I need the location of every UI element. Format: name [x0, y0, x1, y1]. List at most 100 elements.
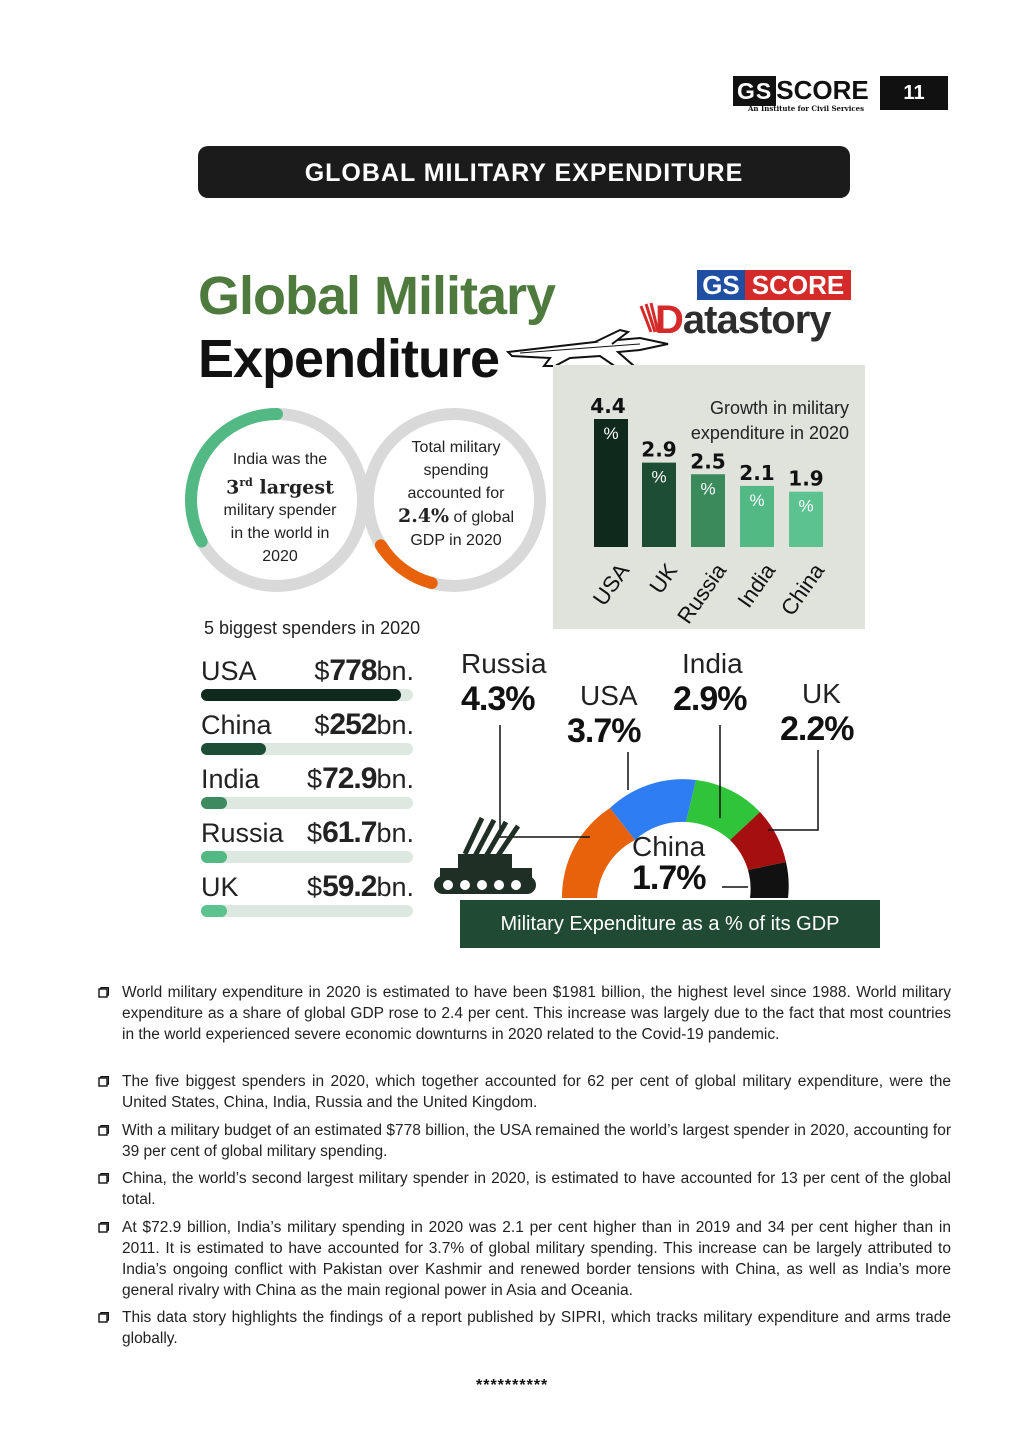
bullet-item: The five biggest spenders in 2020, which…	[98, 1071, 951, 1113]
spender-unit: bn.	[376, 764, 414, 794]
logo-tagline: An Institute for Civil Services	[748, 104, 865, 113]
bullet-icon	[98, 1125, 109, 1136]
spender-bar-track	[201, 851, 413, 863]
growth-bar-value-label: 2.1	[739, 461, 774, 485]
bullet-text: The five biggest spenders in 2020, which…	[122, 1073, 951, 1111]
circle2-line2: spending	[423, 462, 489, 479]
spender-name: UK	[201, 872, 239, 902]
spender-amount-value: 59.2	[322, 870, 377, 903]
datastory-wordmark: Datastory	[655, 298, 832, 343]
logo-score: SCORE	[776, 75, 869, 105]
circle1-line1: India was the	[232, 451, 328, 468]
india-rank-ring-progress	[185, 408, 369, 592]
gs-score-logo: GS SCORE	[733, 76, 870, 112]
spender-amount-value: 61.7	[322, 816, 377, 849]
section-banner: GLOBAL MILITARY EXPENDITURE	[198, 146, 850, 198]
spender-bar-track	[201, 689, 413, 701]
gdp-label-uk: UK 2.2%	[780, 678, 854, 749]
infographic-title-line2: Expenditure	[198, 329, 500, 389]
bullet-text: This data story highlights the findings …	[122, 1309, 951, 1347]
spender-amount-value: 252	[329, 708, 377, 741]
gdp-label-usa: USA 3.7%	[567, 680, 641, 751]
bullet-text: With a military budget of an estimated $…	[122, 1122, 951, 1160]
circle2-line4-rest: of global	[453, 509, 515, 526]
growth-bar	[789, 491, 823, 547]
growth-category-label: Russia	[672, 558, 731, 628]
tank-icon	[434, 816, 536, 894]
spender-bar-fill	[201, 905, 227, 917]
circle2-highlight: 2.4%	[397, 505, 450, 527]
bullet-text: China, the world’s second largest milita…	[122, 1170, 951, 1208]
growth-bar-value-label: 2.9	[641, 438, 676, 462]
spender-bar-fill	[201, 689, 401, 701]
circle1-rank-number: 3	[226, 476, 240, 499]
spender-name: USA	[201, 656, 257, 686]
circle2-line4: 2.4% of global	[376, 505, 536, 529]
gauge-segment-uk	[730, 812, 786, 870]
spender-currency: $	[307, 818, 323, 848]
spenders-heading: 5 biggest spenders in 2020	[204, 618, 421, 638]
spender-amount: $72.9bn.	[274, 762, 414, 796]
circle2-line3: accounted for	[407, 485, 505, 502]
gauge-segment-china	[748, 862, 789, 898]
spender-currency: $	[307, 872, 323, 902]
growth-bar	[691, 474, 725, 547]
spender-unit: bn.	[376, 710, 414, 740]
growth-title-line2: expenditure in 2020	[690, 423, 849, 443]
circle1-line3: military spender	[223, 502, 337, 520]
growth-bar	[594, 419, 628, 547]
spender-amount-value: 778	[329, 654, 377, 687]
spender-amount: $778bn.	[274, 654, 414, 688]
bullet-item: World military expenditure in 2020 is es…	[98, 982, 951, 1045]
growth-bar-value-label: 1.9	[788, 467, 823, 491]
gdp-label-india: India 2.9%	[673, 648, 747, 719]
datastory-rest: atastory	[682, 298, 832, 342]
bullet-text: World military expenditure in 2020 is es…	[122, 984, 951, 1043]
bullet-icon	[98, 1222, 109, 1233]
infographic-title-line1: Global Military	[198, 266, 556, 326]
spender-name: India	[201, 764, 260, 794]
gdp-label-russia: Russia 4.3%	[461, 648, 547, 719]
gdp-country: India	[682, 648, 743, 679]
spender-unit: bn.	[376, 656, 414, 686]
footer-stars: **********	[476, 1377, 549, 1394]
india-rank-text: India was the 3rd largest military spend…	[200, 448, 360, 568]
growth-category-label: USA	[588, 558, 635, 610]
growth-bar	[740, 485, 774, 547]
bullet-item: With a military budget of an estimated $…	[98, 1120, 951, 1162]
gdp-caption: Military Expenditure as a % of its GDP	[460, 900, 880, 948]
spender-bar-fill	[201, 851, 227, 863]
gdp-value: 2.9%	[673, 680, 747, 718]
gdp-country: China	[632, 831, 706, 862]
circle1-rank: 3rd largest	[200, 471, 360, 499]
logo-gs: GS	[733, 76, 777, 106]
gauge-segment-india	[686, 780, 760, 840]
gdp-value: 2.2%	[780, 710, 854, 748]
bullet-icon	[98, 1076, 109, 1087]
circle1-rank-word: largest	[259, 476, 334, 499]
spender-currency: $	[314, 656, 330, 686]
gdp-value: 3.7%	[567, 712, 641, 750]
spender-currency: $	[307, 764, 323, 794]
growth-bar-value-label: 4.4	[590, 394, 625, 418]
bullet-icon	[98, 1173, 109, 1184]
spender-bar-fill	[201, 797, 227, 809]
growth-bar-unit: %	[700, 479, 715, 498]
spender-unit: bn.	[376, 818, 414, 848]
bullet-icon	[98, 1312, 109, 1323]
gdp-gauge	[499, 725, 819, 898]
circle2-line1: Total military	[411, 439, 501, 456]
gdp-value: 4.3%	[461, 680, 535, 718]
bullet-item: At $72.9 billion, India’s military spend…	[98, 1217, 951, 1301]
spender-bar-fill	[201, 743, 266, 755]
circle1-line4: in the world in	[230, 525, 330, 543]
spender-amount: $61.7bn.	[274, 816, 414, 850]
growth-bar-unit: %	[798, 497, 813, 516]
bullet-icon	[98, 987, 109, 998]
spender-bar-track	[201, 905, 413, 917]
gdp-value: 1.7%	[632, 859, 706, 897]
growth-bar-value-label: 2.5	[690, 449, 725, 473]
spender-name: China	[201, 710, 272, 740]
datastory-brand-score: SCORE	[745, 270, 851, 300]
datastory-d: D	[655, 298, 684, 342]
